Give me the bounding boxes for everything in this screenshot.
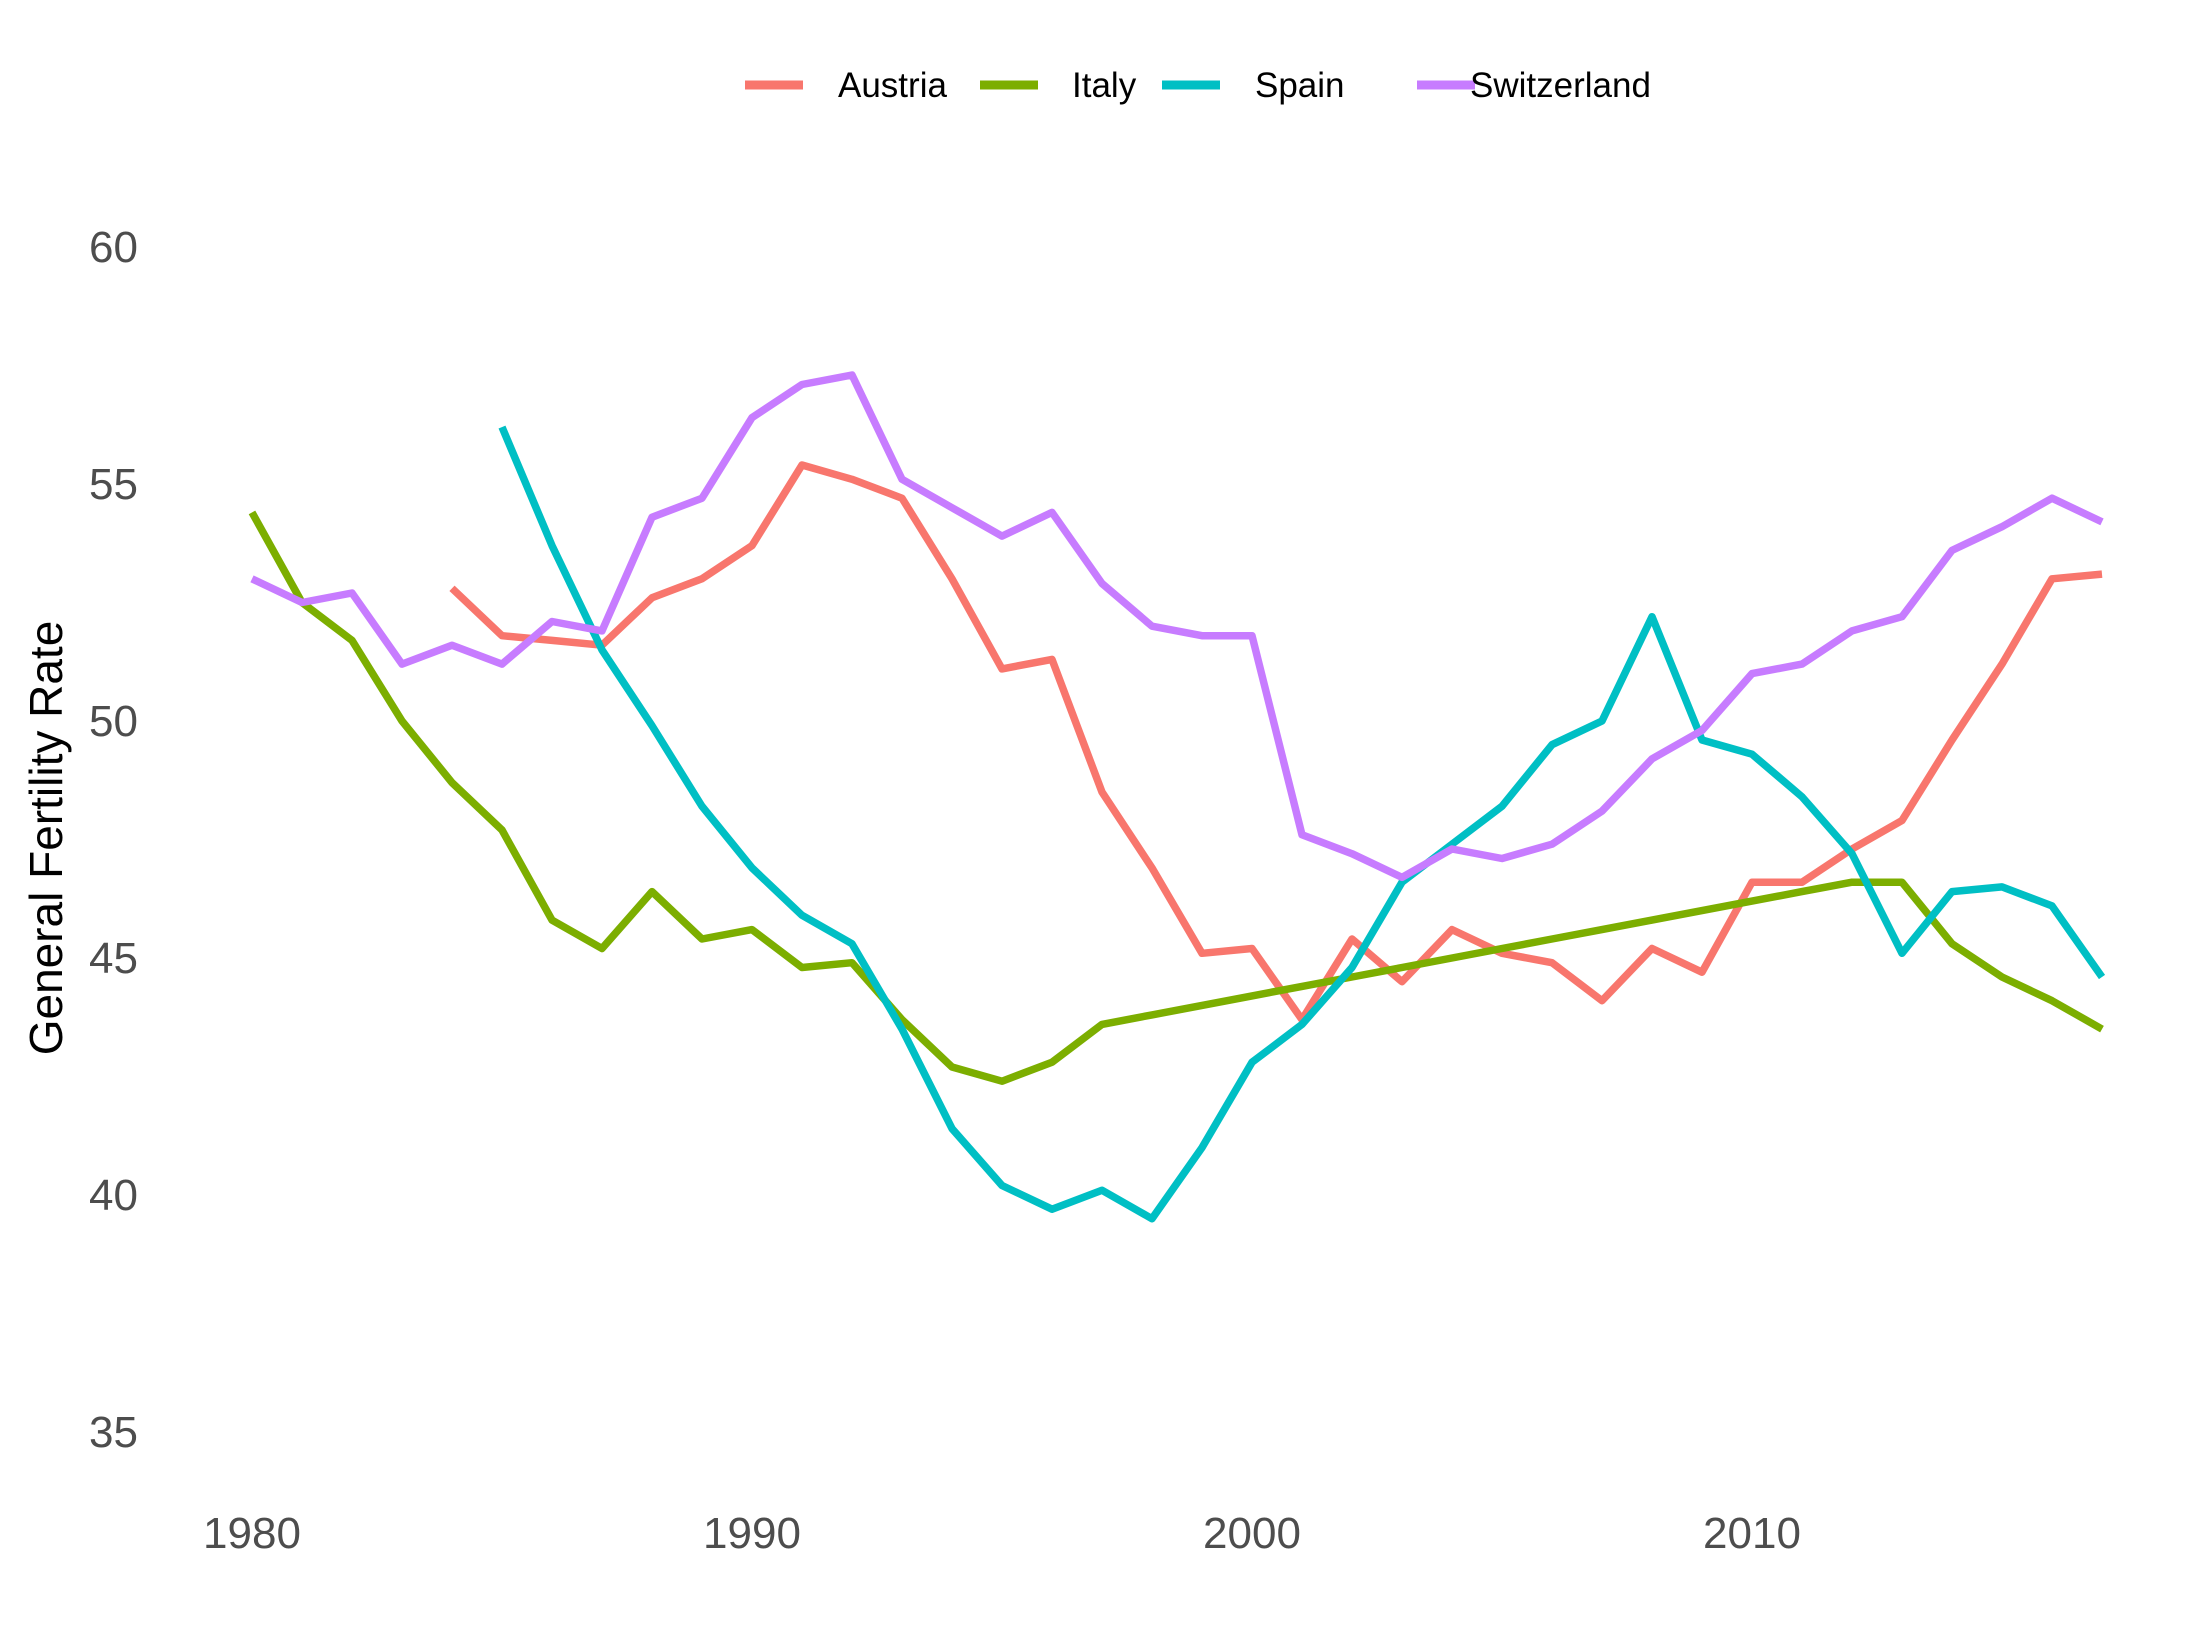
y-tick-label: 35 bbox=[89, 1408, 138, 1457]
legend-item-spain: Spain bbox=[1162, 66, 1345, 105]
series-line-italy bbox=[248, 510, 2104, 1085]
legend-item-austria: Austria bbox=[745, 66, 947, 105]
y-tick-label: 45 bbox=[89, 934, 138, 983]
legend-label: Austria bbox=[838, 66, 947, 105]
legend-label: Italy bbox=[1072, 66, 1137, 105]
y-axis: 35 40 45 50 55 60 bbox=[89, 223, 138, 1457]
legend: Austria Italy Spain Switzerland bbox=[745, 66, 1651, 105]
series-line-austria bbox=[449, 461, 2103, 1024]
plot-area bbox=[248, 371, 2106, 1223]
x-tick-label: 2010 bbox=[1703, 1509, 1801, 1558]
x-tick-label: 1990 bbox=[703, 1509, 801, 1558]
x-tick-label: 1980 bbox=[203, 1509, 301, 1558]
legend-label: Switzerland bbox=[1470, 66, 1651, 105]
y-tick-label: 50 bbox=[89, 697, 138, 746]
y-tick-label: 55 bbox=[89, 460, 138, 509]
series-line-switzerland bbox=[250, 371, 2104, 882]
x-axis: 1980 1990 2000 2010 bbox=[203, 1509, 1801, 1558]
legend-item-italy: Italy bbox=[980, 66, 1137, 105]
x-tick-label: 2000 bbox=[1203, 1509, 1301, 1558]
legend-label: Spain bbox=[1255, 66, 1345, 105]
legend-item-switzerland: Switzerland bbox=[1417, 66, 1651, 105]
y-tick-label: 40 bbox=[89, 1171, 138, 1220]
y-axis-title: General Fertility Rate bbox=[20, 621, 72, 1056]
series-line-spain bbox=[498, 425, 2106, 1223]
y-tick-label: 60 bbox=[89, 223, 138, 272]
